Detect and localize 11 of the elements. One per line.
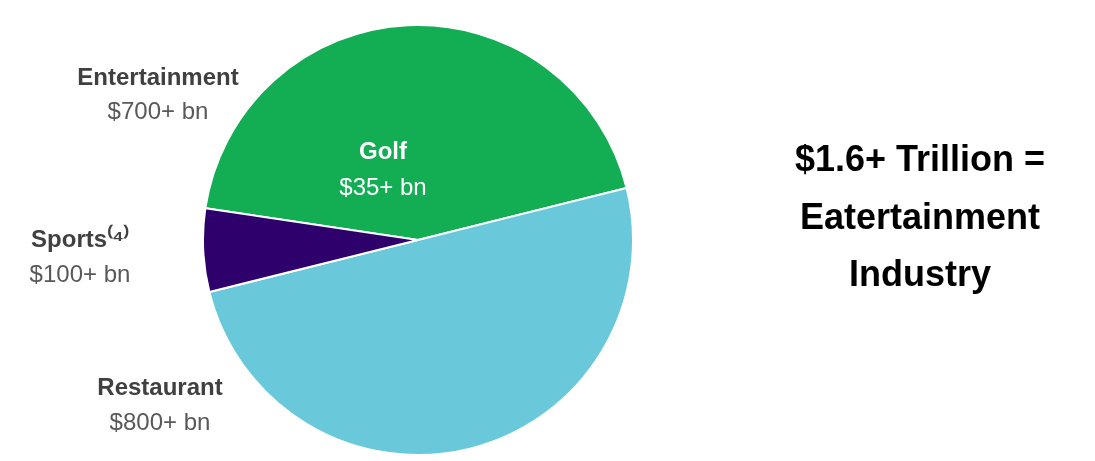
text: $1.6+ Trillion =	[794, 138, 1046, 179]
text: $35+ bn	[339, 173, 427, 200]
text: Golf	[359, 137, 408, 164]
text: Eatertainment	[799, 196, 1041, 237]
data-label: $100+ bn	[29, 260, 131, 287]
data-label: $700+ bn	[107, 97, 209, 124]
slice-label: Entertainment	[77, 63, 239, 90]
data-label: $800+ bn	[109, 408, 211, 435]
slice-label: Restaurant	[97, 373, 223, 400]
slice-label: Sports⁽⁴⁾	[31, 224, 129, 252]
text: Industry	[848, 253, 992, 294]
